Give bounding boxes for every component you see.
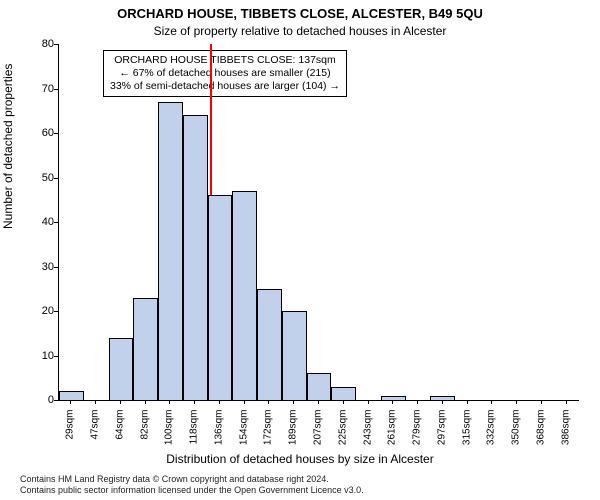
y-tick-mark xyxy=(54,267,58,268)
x-tick-label: 189sqm xyxy=(288,410,299,460)
chart-title-sub: Size of property relative to detached ho… xyxy=(0,24,600,38)
plot-area: ORCHARD HOUSE TIBBETS CLOSE: 137sqm← 67%… xyxy=(58,44,579,401)
histogram-bar xyxy=(282,311,307,400)
x-tick-mark xyxy=(120,400,121,404)
histogram-bar xyxy=(183,115,208,400)
x-tick-mark xyxy=(392,400,393,404)
y-tick-mark xyxy=(54,356,58,357)
x-tick-mark xyxy=(70,400,71,404)
x-tick-label: 279sqm xyxy=(412,410,423,460)
x-tick-label: 350sqm xyxy=(511,410,522,460)
y-tick-mark xyxy=(54,178,58,179)
x-tick-label: 297sqm xyxy=(436,410,447,460)
x-tick-label: 172sqm xyxy=(263,410,274,460)
x-tick-label: 368sqm xyxy=(535,410,546,460)
x-tick-label: 82sqm xyxy=(139,410,150,460)
x-tick-label: 386sqm xyxy=(560,410,571,460)
footer-line-2: Contains public sector information licen… xyxy=(20,485,364,495)
x-tick-label: 154sqm xyxy=(238,410,249,460)
x-tick-label: 225sqm xyxy=(337,410,348,460)
x-tick-mark xyxy=(268,400,269,404)
y-tick-label: 80 xyxy=(24,38,54,50)
y-tick-label: 10 xyxy=(24,350,54,362)
annotation-line: ORCHARD HOUSE TIBBETS CLOSE: 137sqm xyxy=(110,54,340,67)
y-tick-mark xyxy=(54,400,58,401)
histogram-bar xyxy=(232,191,257,400)
x-tick-mark xyxy=(145,400,146,404)
annotation-line: 33% of semi-detached houses are larger (… xyxy=(110,80,340,93)
x-tick-mark xyxy=(244,400,245,404)
histogram-bar xyxy=(59,391,84,400)
histogram-bar xyxy=(257,289,282,400)
histogram-bar xyxy=(109,338,134,400)
histogram-bar xyxy=(133,298,158,400)
x-tick-label: 332sqm xyxy=(486,410,497,460)
y-axis-label: Number of detached properties xyxy=(1,64,15,229)
y-tick-mark xyxy=(54,222,58,223)
histogram-bar xyxy=(158,102,183,400)
y-tick-label: 50 xyxy=(24,172,54,184)
annotation-box: ORCHARD HOUSE TIBBETS CLOSE: 137sqm← 67%… xyxy=(103,50,347,97)
y-tick-label: 0 xyxy=(24,394,54,406)
x-tick-label: 261sqm xyxy=(387,410,398,460)
x-tick-label: 64sqm xyxy=(114,410,125,460)
x-tick-mark xyxy=(467,400,468,404)
histogram-bar xyxy=(307,373,332,400)
x-tick-label: 29sqm xyxy=(65,410,76,460)
y-tick-label: 30 xyxy=(24,261,54,273)
x-tick-label: 315sqm xyxy=(461,410,472,460)
x-tick-label: 118sqm xyxy=(189,410,200,460)
x-tick-mark xyxy=(541,400,542,404)
x-tick-label: 243sqm xyxy=(362,410,373,460)
y-tick-label: 70 xyxy=(24,83,54,95)
y-tick-mark xyxy=(54,44,58,45)
x-tick-mark xyxy=(219,400,220,404)
x-tick-mark xyxy=(95,400,96,404)
histogram-bar xyxy=(208,195,233,400)
y-tick-mark xyxy=(54,89,58,90)
x-tick-mark xyxy=(318,400,319,404)
x-tick-mark xyxy=(442,400,443,404)
x-tick-mark xyxy=(516,400,517,404)
y-tick-mark xyxy=(54,311,58,312)
histogram-bar xyxy=(430,396,455,400)
x-tick-mark xyxy=(194,400,195,404)
y-tick-label: 40 xyxy=(24,216,54,228)
annotation-line: ← 67% of detached houses are smaller (21… xyxy=(110,67,340,80)
footer-attribution: Contains HM Land Registry data © Crown c… xyxy=(20,474,364,496)
x-tick-label: 47sqm xyxy=(90,410,101,460)
x-tick-label: 100sqm xyxy=(164,410,175,460)
x-tick-mark xyxy=(343,400,344,404)
x-tick-label: 207sqm xyxy=(313,410,324,460)
chart-title-main: ORCHARD HOUSE, TIBBETS CLOSE, ALCESTER, … xyxy=(0,6,600,21)
chart-container: ORCHARD HOUSE, TIBBETS CLOSE, ALCESTER, … xyxy=(0,0,600,500)
y-tick-label: 20 xyxy=(24,305,54,317)
y-tick-label: 60 xyxy=(24,127,54,139)
x-tick-mark xyxy=(368,400,369,404)
histogram-bar xyxy=(331,387,356,400)
x-tick-mark xyxy=(169,400,170,404)
x-tick-mark xyxy=(566,400,567,404)
x-tick-label: 136sqm xyxy=(213,410,224,460)
y-tick-mark xyxy=(54,133,58,134)
x-tick-mark xyxy=(417,400,418,404)
x-tick-mark xyxy=(491,400,492,404)
x-tick-mark xyxy=(293,400,294,404)
footer-line-1: Contains HM Land Registry data © Crown c… xyxy=(20,474,329,484)
